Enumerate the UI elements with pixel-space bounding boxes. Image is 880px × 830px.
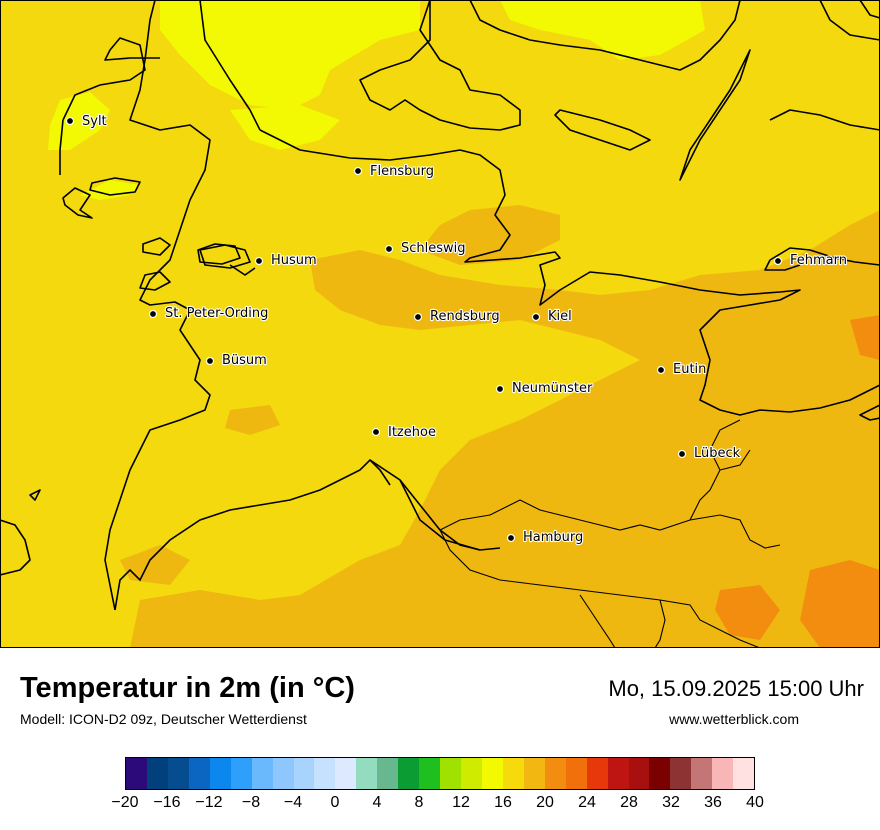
city-st-peter-ording: St. Peter-Ording bbox=[148, 305, 269, 322]
city-buesum: Büsum bbox=[205, 352, 268, 369]
city-eutin: Eutin bbox=[656, 361, 708, 378]
color-legend-tick: 16 bbox=[494, 794, 512, 811]
city-husum: Husum bbox=[254, 252, 318, 269]
color-legend-swatch bbox=[419, 758, 441, 789]
color-legend-tick: 40 bbox=[746, 794, 764, 811]
color-legend-swatch bbox=[691, 758, 713, 789]
color-legend-tick: 28 bbox=[620, 794, 638, 811]
website-link[interactable]: www.wetterblick.com bbox=[669, 711, 799, 727]
city-flensburg: Flensburg bbox=[353, 163, 435, 180]
color-legend-swatch bbox=[167, 758, 189, 789]
city-label: Flensburg bbox=[370, 164, 434, 179]
coastlines bbox=[0, 0, 880, 611]
city-sylt: Sylt bbox=[65, 113, 108, 130]
city-label: St. Peter-Ording bbox=[165, 306, 268, 321]
color-legend-swatch bbox=[481, 758, 503, 789]
color-legend-tick: −20 bbox=[111, 794, 139, 811]
city-hamburg: Hamburg bbox=[506, 529, 584, 546]
color-legend-tick: 20 bbox=[536, 794, 554, 811]
color-legend-tick: 0 bbox=[330, 794, 340, 811]
color-legend-tick: 8 bbox=[414, 794, 424, 811]
color-legend-swatch bbox=[188, 758, 210, 789]
elbe-river bbox=[114, 458, 501, 611]
color-legend-tick: 24 bbox=[578, 794, 596, 811]
color-legend-swatch bbox=[461, 758, 482, 789]
color-legend-swatch bbox=[398, 758, 420, 789]
temperature-field-18-20 bbox=[120, 205, 880, 648]
temperature-field-14-16 bbox=[48, 0, 705, 200]
color-legend-swatch bbox=[523, 758, 545, 789]
city-label: Schleswig bbox=[401, 241, 466, 256]
color-legend-swatch bbox=[314, 758, 336, 789]
color-legend-swatch bbox=[502, 758, 524, 789]
color-legend-swatch bbox=[356, 758, 378, 789]
city-label: Hamburg bbox=[523, 530, 583, 545]
color-legend-tick: 4 bbox=[372, 794, 382, 811]
city-label: Husum bbox=[271, 253, 317, 268]
city-label: Neumünster bbox=[512, 381, 593, 396]
city-neumuenster: Neumünster bbox=[495, 380, 594, 397]
temperature-map: Sylt Flensburg Schleswig Husum Fehmarn S… bbox=[0, 0, 880, 648]
footer bbox=[0, 648, 880, 830]
color-legend-swatch bbox=[377, 758, 399, 789]
color-legend-tick: 32 bbox=[662, 794, 680, 811]
color-legend-swatch bbox=[586, 758, 608, 789]
color-legend-swatch bbox=[544, 758, 566, 789]
city-label: Sylt bbox=[82, 114, 107, 129]
color-legend-tick: −12 bbox=[195, 794, 223, 811]
city-kiel: Kiel bbox=[531, 308, 573, 325]
color-legend-swatch bbox=[293, 758, 315, 789]
color-legend-swatch bbox=[649, 758, 671, 789]
color-legend-swatch bbox=[335, 758, 357, 789]
color-legend-swatch bbox=[146, 758, 168, 789]
temperature-field-20-22 bbox=[715, 315, 880, 648]
color-legend-swatch bbox=[440, 758, 461, 789]
color-legend-tick: 12 bbox=[452, 794, 470, 811]
city-label: Büsum bbox=[222, 353, 267, 368]
city-label: Kiel bbox=[548, 309, 572, 324]
color-legend-swatch bbox=[251, 758, 273, 789]
color-legend-swatch bbox=[565, 758, 587, 789]
model-source: Modell: ICON-D2 09z, Deutscher Wetterdie… bbox=[20, 711, 307, 727]
city-rendsburg: Rendsburg bbox=[413, 308, 501, 325]
color-legend-tick: −16 bbox=[153, 794, 181, 811]
city-label: Itzehoe bbox=[388, 425, 436, 440]
state-borders bbox=[439, 419, 781, 648]
color-legend-tick: −8 bbox=[241, 794, 261, 811]
city-itzehoe: Itzehoe bbox=[371, 424, 437, 441]
city-luebeck: Lübeck bbox=[677, 445, 742, 462]
color-legend-swatch bbox=[272, 758, 294, 789]
color-legend-swatch bbox=[628, 758, 650, 789]
color-legend-swatch bbox=[712, 758, 734, 789]
color-legend-tick: 36 bbox=[704, 794, 722, 811]
chart-title: Temperatur in 2m (in °C) bbox=[20, 672, 355, 704]
color-legend-ticks: −20 −16 −12 −8 −4 0 4 8 12 16 20 24 28 32 36 40 bbox=[0, 794, 880, 816]
color-legend-swatch bbox=[209, 758, 231, 789]
city-label: Rendsburg bbox=[430, 309, 500, 324]
city-markers: Sylt Flensburg Schleswig Husum Fehmarn S… bbox=[65, 113, 848, 546]
color-legend-swatch bbox=[670, 758, 692, 789]
city-fehmarn: Fehmarn bbox=[773, 252, 848, 269]
color-legend-swatch bbox=[126, 758, 147, 789]
city-schleswig: Schleswig bbox=[384, 240, 467, 257]
valid-datetime: Mo, 15.09.2025 15:00 Uhr bbox=[608, 676, 864, 701]
color-legend bbox=[125, 757, 755, 790]
city-label: Eutin bbox=[673, 362, 706, 377]
color-legend-tick: −4 bbox=[283, 794, 303, 811]
city-label: Fehmarn bbox=[790, 253, 847, 268]
color-legend-swatch bbox=[607, 758, 629, 789]
color-legend-swatch bbox=[733, 758, 755, 789]
city-label: Lübeck bbox=[694, 446, 741, 461]
color-legend-swatch bbox=[230, 758, 252, 789]
